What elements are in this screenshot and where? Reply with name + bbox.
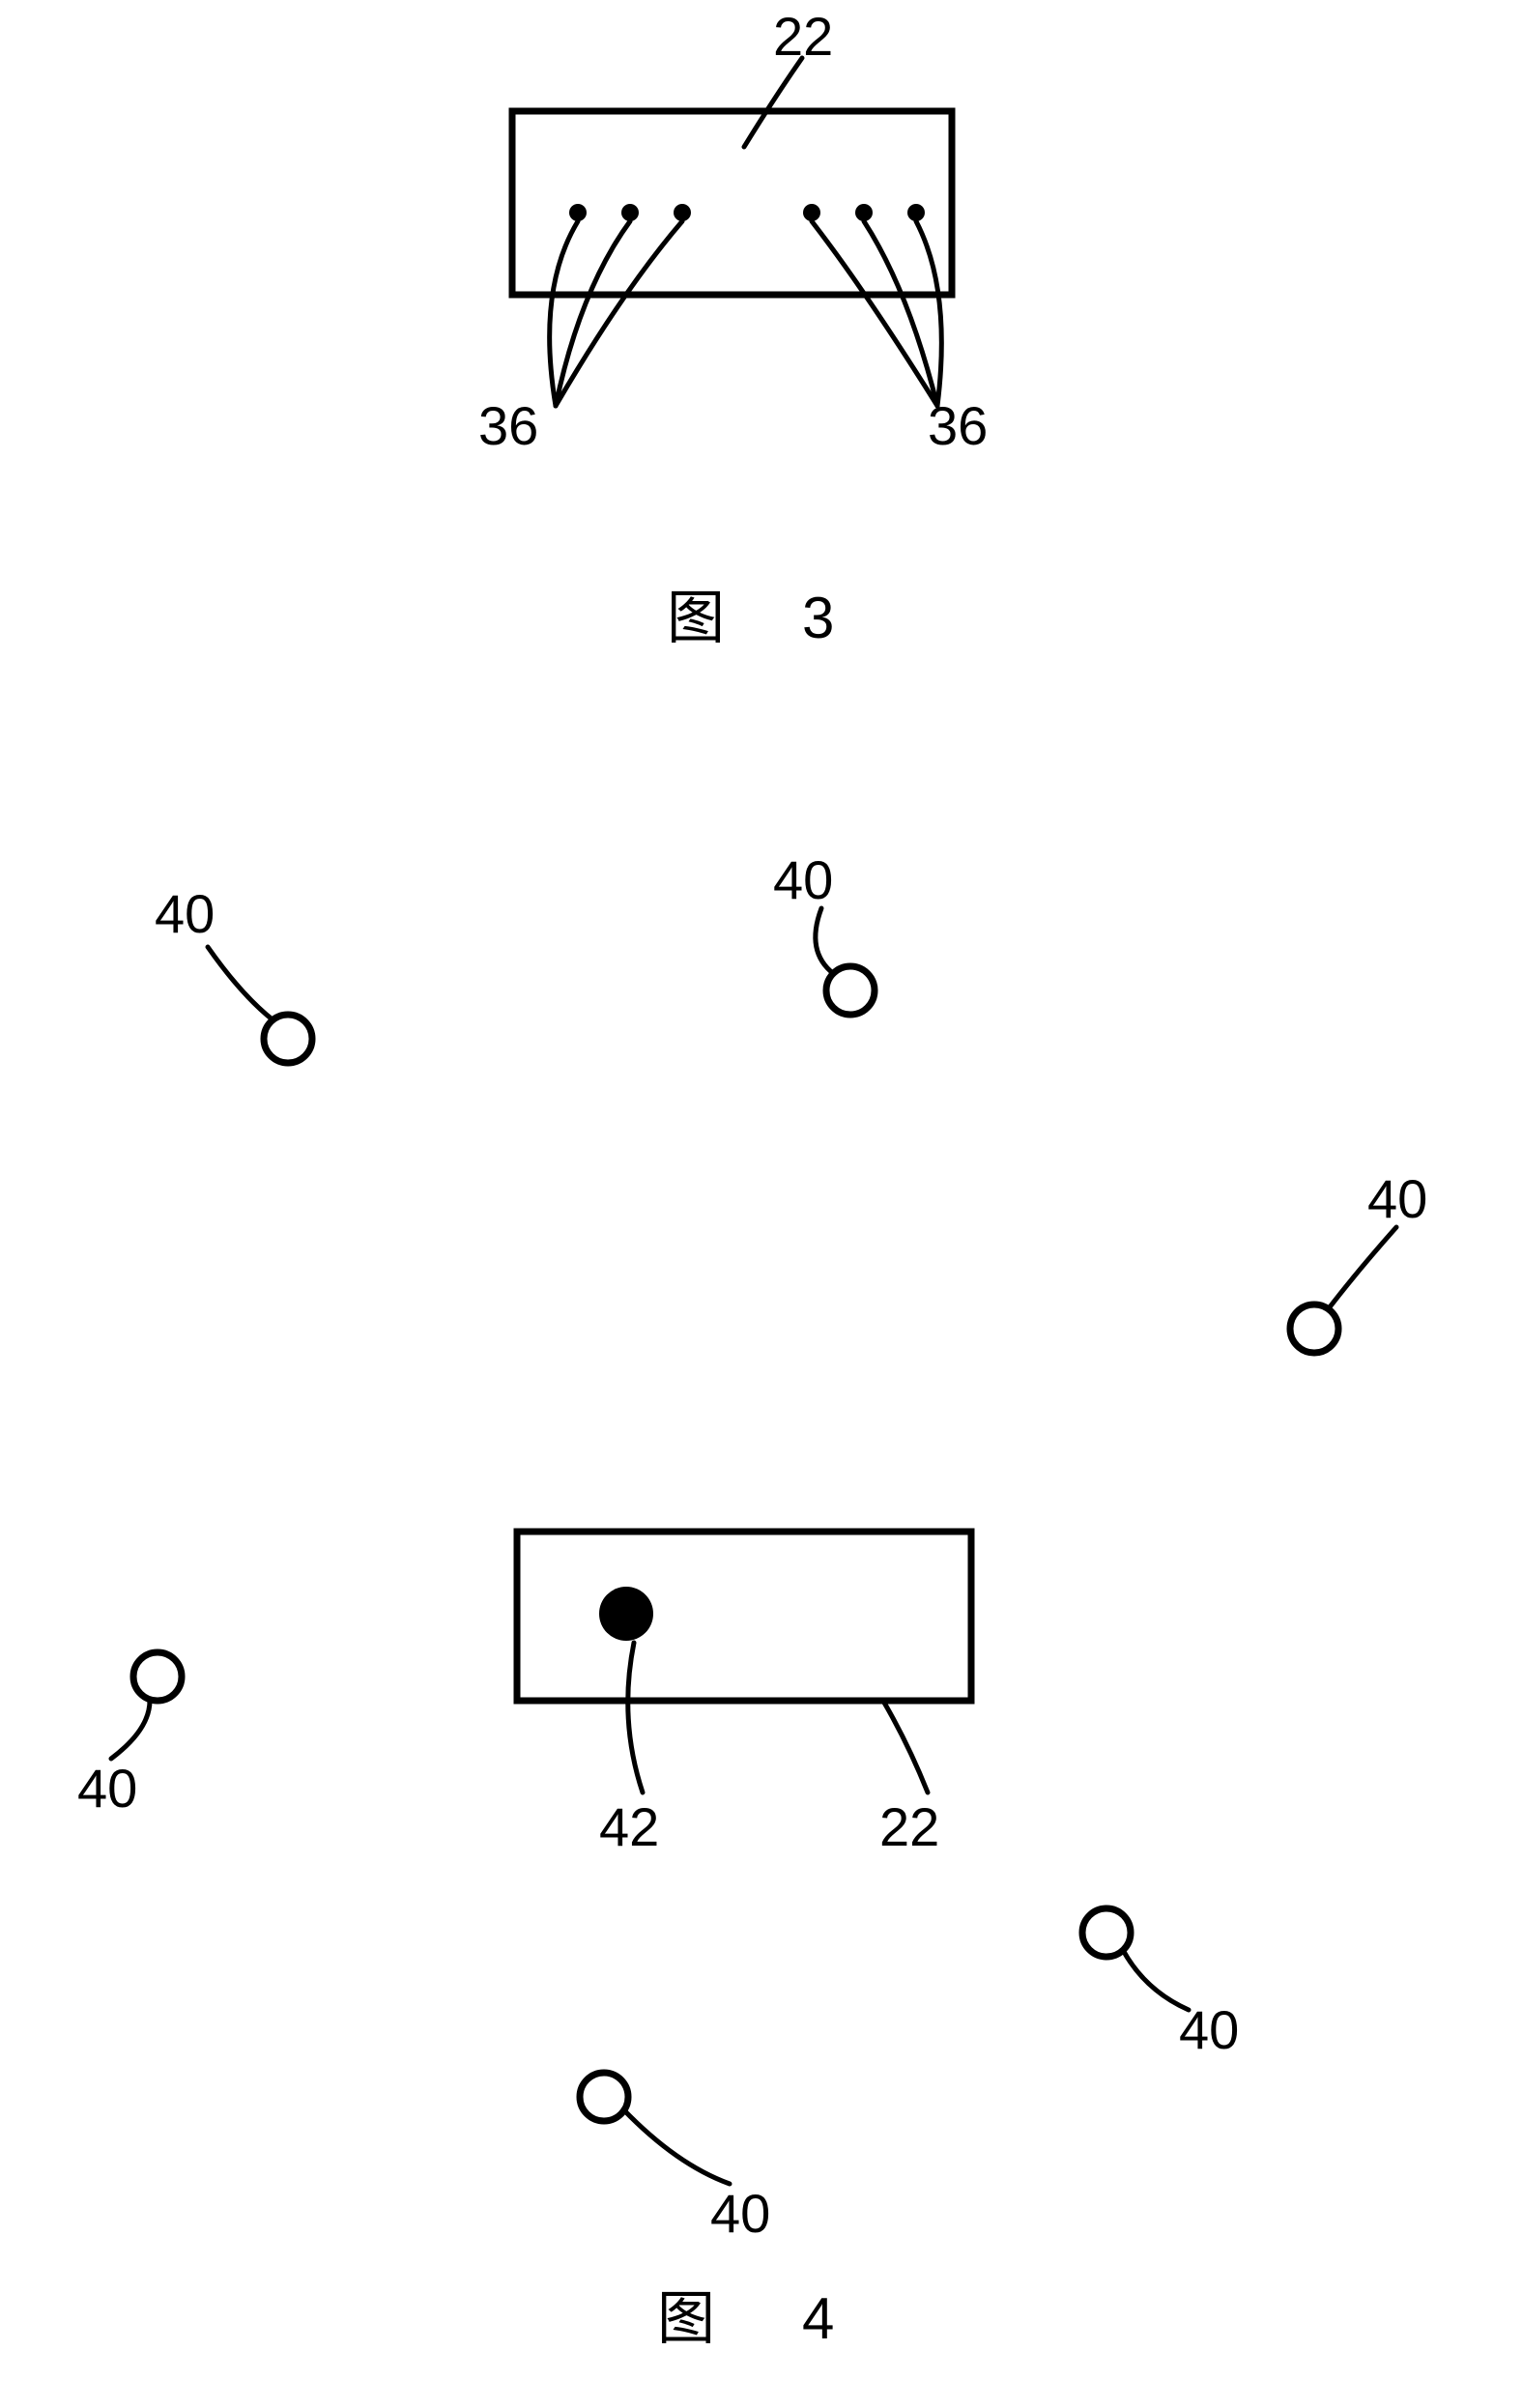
fig3-leader-right-0 [812, 221, 937, 406]
fig3-dot-right-0 [803, 204, 820, 221]
fig3-box-22 [512, 111, 952, 295]
fig3-caption-prefix: 图 [667, 586, 725, 650]
fig4-caption-prefix: 图 [657, 2286, 715, 2351]
fig4-label-40-5: 40 [710, 2183, 770, 2244]
fig4-leader-42 [628, 1643, 643, 1792]
fig4-label-40-1: 40 [773, 849, 833, 910]
fig4-caption-num: 4 [802, 2286, 834, 2351]
fig3-dot-left-0 [569, 204, 587, 221]
fig4-node-40-3 [133, 1652, 182, 1701]
fig3-dot-left-2 [674, 204, 691, 221]
fig3-label-36-right: 36 [928, 395, 988, 456]
fig4-node-40-5 [580, 2073, 628, 2121]
fig4-dot-42 [599, 1587, 653, 1641]
fig4-label-40-0: 40 [155, 883, 215, 944]
fig4-label-22: 22 [879, 1796, 939, 1857]
fig4-leader-40-2 [1329, 1227, 1396, 1308]
fig3-leader-22 [744, 58, 802, 147]
fig4-node-40-0 [264, 1015, 312, 1063]
fig4-node-40-2 [1290, 1304, 1338, 1353]
fig4-leader-40-0 [208, 947, 273, 1020]
fig4-label-42: 42 [599, 1796, 659, 1857]
fig3-dot-left-1 [621, 204, 639, 221]
fig4-label-40-3: 40 [77, 1758, 137, 1819]
fig4-leader-40-5 [623, 2109, 730, 2184]
fig4-box-22 [517, 1532, 971, 1701]
fig4-label-40-2: 40 [1367, 1168, 1427, 1229]
fig3-dot-right-2 [907, 204, 925, 221]
fig3-leader-left-2 [556, 221, 682, 406]
fig4-leader-40-1 [816, 908, 834, 974]
fig4-leader-22 [884, 1703, 928, 1792]
fig3-label-36-left: 36 [478, 395, 538, 456]
fig3-caption-num: 3 [802, 586, 834, 650]
fig4-leader-40-3 [111, 1701, 150, 1759]
fig3-dot-right-1 [855, 204, 873, 221]
